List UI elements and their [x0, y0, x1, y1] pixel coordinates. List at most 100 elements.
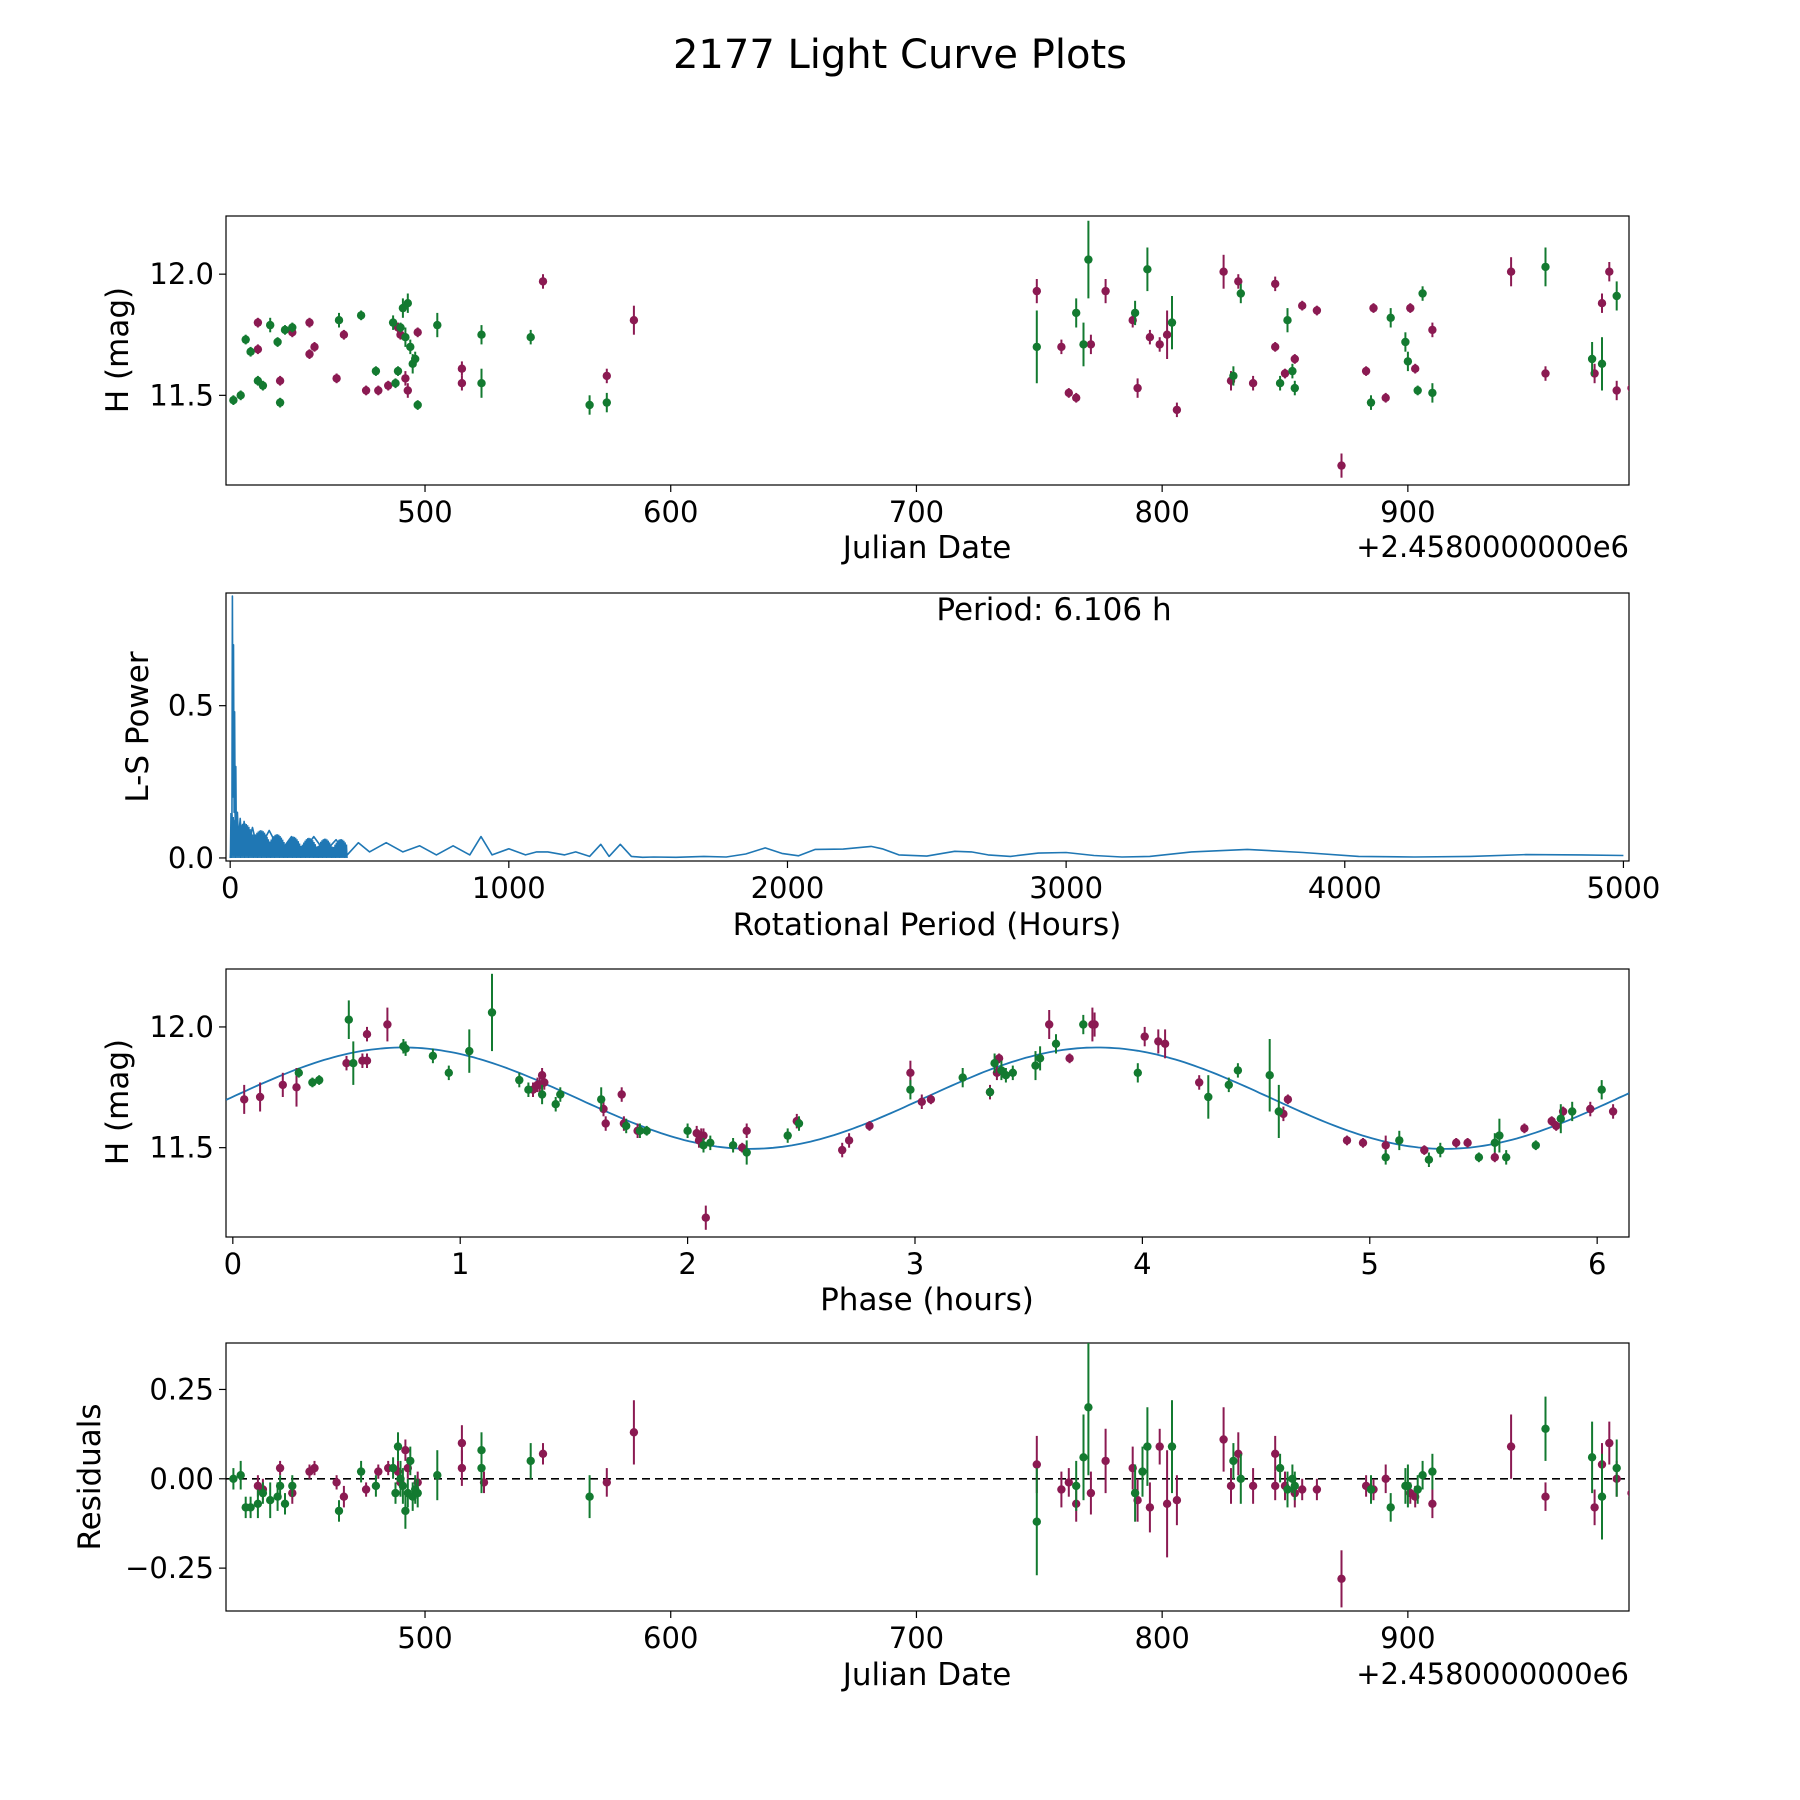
light-curve-point-band-b: [1229, 371, 1238, 381]
residuals-point-band-b: [433, 1471, 442, 1480]
light-curve-point-band-b: [1587, 354, 1597, 364]
residuals-point-band-b: [246, 1503, 255, 1512]
phase-panel: 0 1 2 3 4 5 6 11.5 12.0 Phase (hours) H (mag): [100, 968, 1630, 1318]
phase-point-band-b: [1568, 1107, 1577, 1116]
phase-point-band-b: [699, 1141, 708, 1150]
phase-point-band-b: [1502, 1153, 1511, 1162]
phase-point-band-b: [783, 1131, 792, 1140]
phase-point-band-b: [683, 1126, 692, 1136]
light-curve-point-band-b: [241, 335, 250, 344]
phase-point-band-b: [1424, 1155, 1434, 1164]
residuals-x-tick-label: 800: [1134, 1621, 1189, 1655]
periodogram-x-tick-label: 4000: [1308, 871, 1382, 905]
residuals-point-band-a: [339, 1492, 349, 1501]
residuals-point-band-a: [361, 1485, 371, 1494]
phase-point-band-a: [1342, 1136, 1352, 1145]
light-curve-point-band-b: [602, 398, 611, 407]
phase-point-band-b: [1079, 1020, 1088, 1029]
light-curve-point-band-a: [1627, 384, 1629, 392]
light-curve-point-band-a: [339, 330, 349, 339]
phase-point-band-a: [617, 1090, 626, 1099]
residuals-point-band-b: [334, 1506, 344, 1516]
residuals-point-band-a: [1541, 1492, 1550, 1501]
phase-point-band-b: [401, 1044, 410, 1053]
periodogram-line: [229, 595, 1624, 859]
phase-point-band-a: [1065, 1054, 1074, 1063]
light-curve-point-band-a: [1280, 369, 1290, 378]
residuals-x-ticks: 500 600 700 800 900: [397, 1611, 1436, 1655]
phase-point-band-b: [1495, 1131, 1504, 1140]
residuals-point-band-a: [1155, 1442, 1164, 1451]
phase-point-band-b: [642, 1126, 651, 1136]
light-curve-point-band-b: [396, 323, 405, 332]
light-curve-point-band-b: [273, 337, 282, 347]
residuals-point-band-a: [1219, 1435, 1228, 1444]
residuals-point-band-b: [1084, 1403, 1093, 1412]
light-curve-point-band-b: [401, 333, 410, 342]
light-curve-x-offset: +2.4580000000e6: [1356, 530, 1629, 564]
periodogram-y-ticks: 0.0 0.5: [168, 689, 226, 875]
phase-point-band-b: [706, 1138, 715, 1148]
residuals-point-band-b: [1403, 1481, 1413, 1491]
light-curve-point-band-b: [371, 366, 381, 376]
light-curve-point-band-a: [1057, 342, 1066, 352]
light-curve-x-tick-label: 700: [889, 495, 944, 529]
residuals-point-band-a: [1312, 1485, 1322, 1494]
light-curve-point-band-b: [1032, 342, 1042, 352]
light-curve-point-band-a: [1290, 354, 1300, 364]
residuals-point-band-a: [457, 1438, 467, 1448]
light-curve-point-band-b: [280, 325, 290, 335]
light-curve-point-band-b: [1612, 291, 1621, 301]
residuals-point-band-b: [253, 1499, 263, 1509]
phase-point-band-b: [1531, 1141, 1541, 1150]
residuals-x-tick-label: 600: [643, 1621, 698, 1655]
light-curve-point-band-a: [1145, 333, 1155, 342]
light-curve-point-band-a: [384, 381, 393, 390]
phase-point-band-b: [1395, 1136, 1404, 1145]
residuals-y-label: Residuals: [72, 1403, 108, 1550]
light-curve-point-band-a: [1155, 340, 1164, 349]
phase-frame: [225, 968, 1630, 1238]
residuals-point-band-a: [1271, 1481, 1280, 1491]
light-curve-point-band-b: [1236, 289, 1246, 298]
phase-point-band-a: [838, 1145, 847, 1155]
residuals-point-band-b: [236, 1471, 245, 1480]
residuals-point-band-a: [1101, 1456, 1110, 1466]
residuals-x-tick-label: 900: [1380, 1621, 1435, 1655]
phase-point-band-b: [524, 1085, 533, 1094]
phase-point-band-b: [1001, 1071, 1011, 1080]
period-annotation: Period: 6.106 h: [936, 592, 1171, 628]
phase-point-band-b: [428, 1051, 438, 1061]
light-curve-point-band-b: [229, 396, 238, 405]
phase-point-band-a: [1358, 1138, 1368, 1148]
periodogram-y-tick-label: 0.5: [168, 689, 214, 723]
light-curve-point-band-a: [1072, 393, 1081, 402]
periodogram-x-tick-label: 2000: [751, 871, 825, 905]
residuals-point-band-a: [374, 1467, 383, 1476]
residuals-point-band-b: [280, 1499, 290, 1509]
phase-point-band-b: [597, 1095, 606, 1104]
phase-x-ticks: 0 1 2 3 4 5 6: [224, 1237, 1606, 1281]
light-curve-point-band-b: [403, 299, 412, 308]
residuals-panel: 500 600 700 800 900 −0.25 0.00 0.25 Julian Dat…: [72, 1342, 1630, 1693]
light-curve-point-band-b: [1084, 255, 1093, 264]
phase-point-band-a: [1452, 1138, 1461, 1148]
light-curve-frame: [225, 215, 1630, 486]
residuals-point-band-b: [526, 1456, 535, 1466]
phase-x-label: Phase (hours): [820, 1282, 1034, 1318]
light-curve-y-tick-label: 12.0: [149, 257, 214, 291]
light-curve-point-band-b: [1275, 379, 1285, 388]
residuals-point-band-b: [1587, 1453, 1597, 1462]
phase-point-band-b: [487, 1008, 497, 1017]
phase-point-band-a: [1490, 1153, 1500, 1162]
light-curve-point-band-a: [374, 386, 383, 395]
phase-point-band-b: [551, 1100, 560, 1109]
light-curve-point-band-b: [1401, 337, 1410, 347]
light-curve-point-band-a: [305, 318, 314, 327]
light-curve-point-band-b: [433, 320, 442, 330]
phase-point-band-a: [1381, 1141, 1390, 1150]
periodogram-y-tick-label: 0.0: [168, 841, 214, 875]
light-curve-point-band-a: [1101, 286, 1110, 296]
residuals-point-band-b: [258, 1488, 268, 1498]
